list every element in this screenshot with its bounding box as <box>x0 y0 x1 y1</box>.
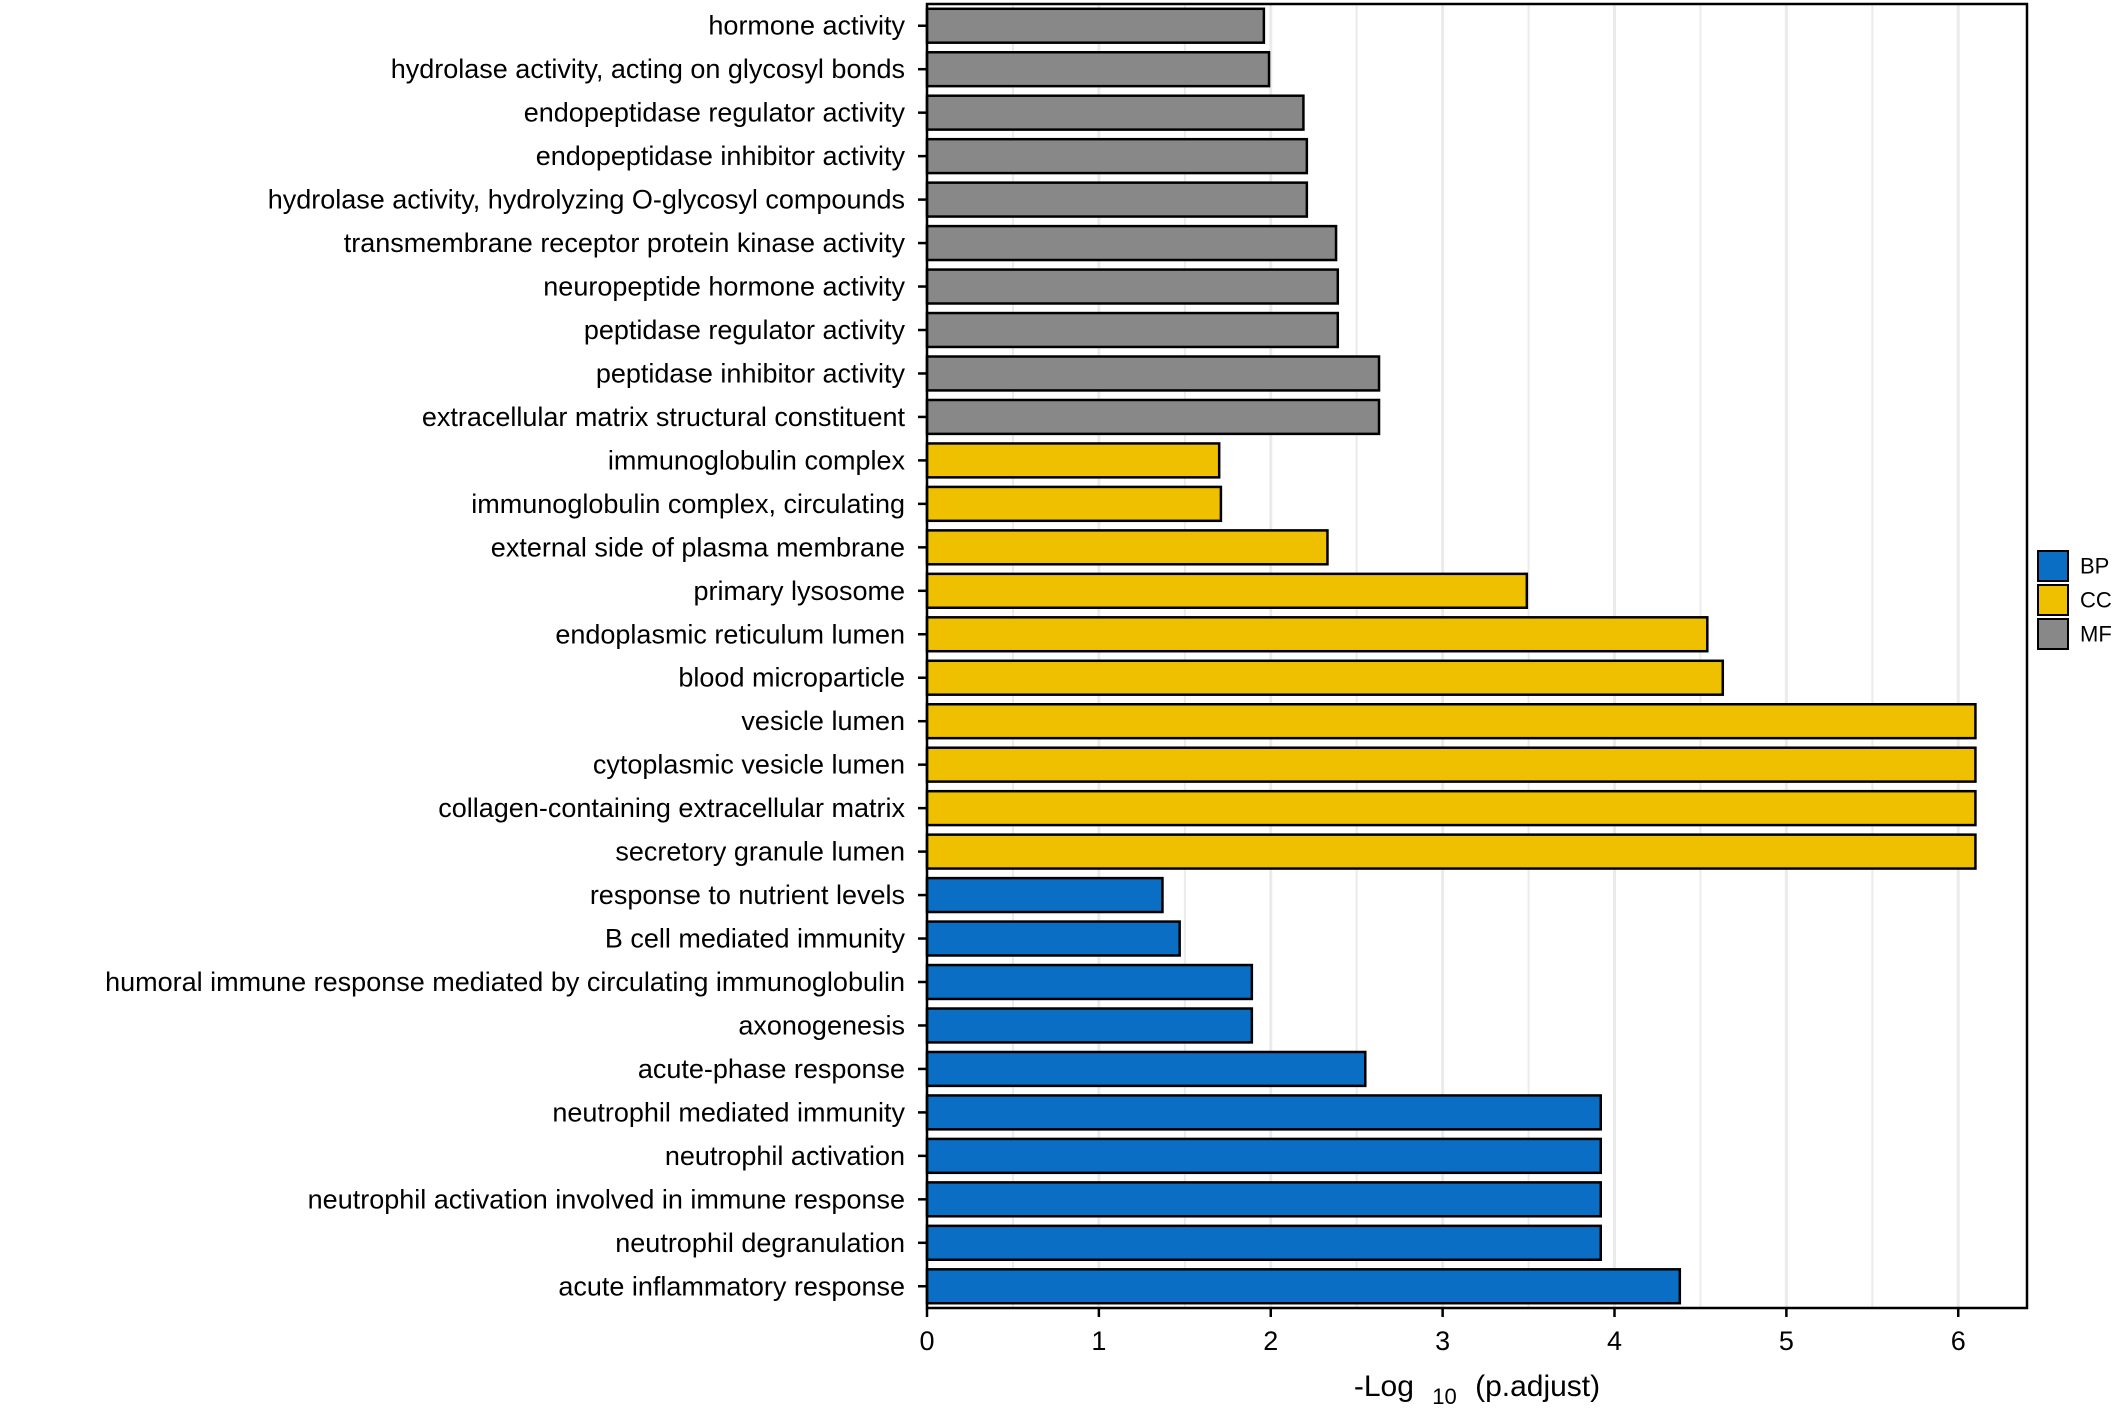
legend-swatch-bp <box>2037 550 2069 582</box>
legend-swatch-cc <box>2037 584 2069 616</box>
x-tick-label: 0 <box>919 1326 934 1356</box>
x-tick-label: 4 <box>1607 1326 1622 1356</box>
category-label: neutrophil activation involved in immune… <box>308 1184 905 1214</box>
bar <box>925 789 1977 827</box>
category-label: blood microparticle <box>678 663 905 693</box>
category-label: hydrolase activity, hydrolyzing O-glycos… <box>268 185 905 215</box>
bar <box>925 1094 1602 1131</box>
category-label: hydrolase activity, acting on glycosyl b… <box>391 54 905 84</box>
bar <box>925 572 1529 610</box>
legend-label-bp: BP <box>2080 554 2109 579</box>
bar <box>925 398 1381 436</box>
bar <box>925 137 1309 175</box>
category-label: cytoplasmic vesicle lumen <box>593 750 905 780</box>
category-label: external side of plasma membrane <box>491 532 905 562</box>
bar <box>925 355 1381 392</box>
category-label: neuropeptide hormone activity <box>543 272 905 302</box>
bar <box>925 1181 1602 1218</box>
category-label: axonogenesis <box>738 1010 905 1040</box>
bar <box>925 746 1977 783</box>
x-tick-label: 2 <box>1263 1326 1278 1356</box>
bar <box>925 485 1223 523</box>
bar <box>925 1224 1602 1262</box>
grid-layer <box>925 4 1960 1308</box>
category-label: humoral immune response mediated by circ… <box>105 967 905 997</box>
bar <box>925 268 1340 305</box>
category-label: transmembrane receptor protein kinase ac… <box>344 228 906 258</box>
bar <box>925 50 1271 88</box>
category-label: acute inflammatory response <box>558 1271 905 1301</box>
x-tick-label: 5 <box>1779 1326 1794 1356</box>
bar <box>925 659 1725 696</box>
bar <box>925 702 1977 740</box>
category-label: acute-phase response <box>638 1054 905 1084</box>
category-label: endopeptidase inhibitor activity <box>536 141 906 171</box>
bar <box>925 1007 1254 1044</box>
category-label: endopeptidase regulator activity <box>524 98 906 128</box>
category-label: immunoglobulin complex, circulating <box>471 489 905 519</box>
bar-layer <box>925 7 1977 1305</box>
legend-swatch-mf <box>2037 618 2069 650</box>
category-label: peptidase regulator activity <box>584 315 906 345</box>
category-label: response to nutrient levels <box>590 880 905 910</box>
y-axis: hormone activity hydrolase activity, acti… <box>105 11 927 1301</box>
bar <box>925 529 1329 566</box>
bar <box>925 181 1309 218</box>
bar <box>925 1050 1367 1088</box>
category-label: secretory granule lumen <box>615 837 905 867</box>
category-label: neutrophil activation <box>665 1141 905 1171</box>
category-label: endoplasmic reticulum lumen <box>555 619 905 649</box>
x-axis: 0 1 2 3 4 5 6 <box>919 1308 1966 1356</box>
x-axis-title-suffix: (p.adjust) <box>1475 1370 1600 1403</box>
x-tick-label: 6 <box>1951 1326 1966 1356</box>
bar <box>925 94 1305 131</box>
bar <box>925 833 1977 870</box>
plot-frame <box>925 2 2029 1310</box>
category-label: extracellular matrix structural constitu… <box>422 402 906 432</box>
category-label: hormone activity <box>708 11 905 41</box>
x-axis-title-prefix: -Log <box>1354 1370 1414 1403</box>
bar <box>925 963 1254 1001</box>
bar <box>925 311 1340 349</box>
category-label: B cell mediated immunity <box>605 924 906 954</box>
category-label: immunoglobulin complex <box>608 445 906 475</box>
bar <box>925 1268 1682 1305</box>
bar <box>925 616 1709 653</box>
x-axis-title-subscript: 10 <box>1432 1384 1456 1409</box>
category-label: peptidase inhibitor activity <box>596 358 906 388</box>
category-label: collagen-containing extracellular matrix <box>438 793 905 823</box>
x-tick-label: 3 <box>1435 1326 1450 1356</box>
category-label: vesicle lumen <box>741 706 905 736</box>
bar <box>925 1137 1602 1175</box>
x-tick-label: 1 <box>1091 1326 1106 1356</box>
bar <box>925 442 1221 479</box>
category-label: neutrophil degranulation <box>615 1228 905 1258</box>
bar <box>925 920 1181 957</box>
category-label: primary lysosome <box>693 576 905 606</box>
x-axis-title: -Log 10 (p.adjust) <box>1354 1370 1600 1411</box>
bar <box>925 876 1164 914</box>
legend-label-mf: MF <box>2080 622 2112 647</box>
bar <box>925 7 1266 44</box>
legend-label-cc: CC <box>2080 588 2112 613</box>
bar <box>925 224 1338 262</box>
legend: BP CC MF <box>2037 550 2112 650</box>
category-label: neutrophil mediated immunity <box>552 1097 905 1127</box>
